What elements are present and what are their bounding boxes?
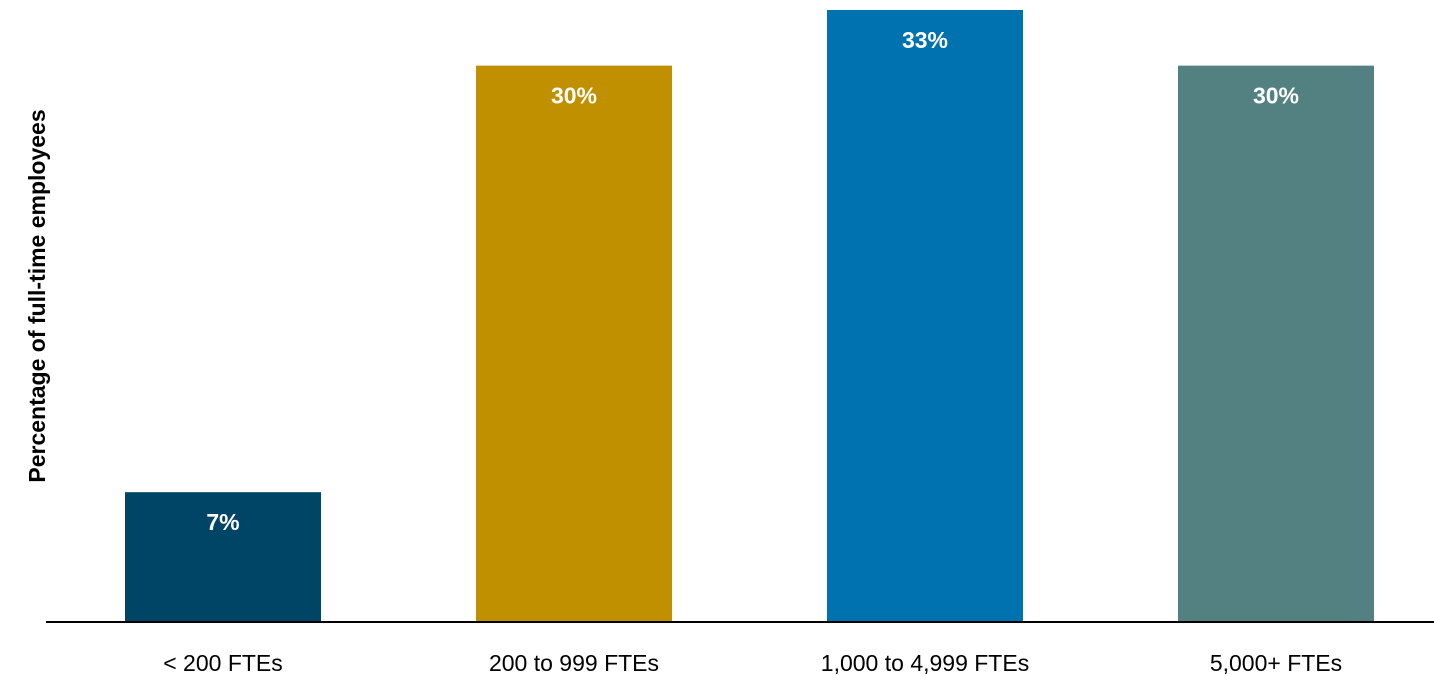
bar-1 bbox=[125, 492, 321, 622]
y-axis-label: Percentage of full-time employees bbox=[24, 109, 50, 482]
x-tick-label-1: < 200 FTEs bbox=[163, 650, 283, 675]
value-labels-group: 7% 30% 33% 30% bbox=[206, 27, 1299, 535]
x-tick-label-2: 200 to 999 FTEs bbox=[489, 650, 659, 675]
data-label-3: 33% bbox=[902, 27, 948, 53]
bar-3 bbox=[827, 10, 1023, 622]
data-label-2: 30% bbox=[551, 83, 597, 109]
data-label-1: 7% bbox=[206, 509, 239, 535]
bars-group bbox=[125, 10, 1374, 623]
x-tick-label-4: 5,000+ FTEs bbox=[1210, 650, 1342, 675]
x-tick-label-3: 1,000 to 4,999 FTEs bbox=[821, 650, 1029, 675]
data-label-4: 30% bbox=[1253, 83, 1299, 109]
x-tick-labels-group: < 200 FTEs 200 to 999 FTEs 1,000 to 4,999 … bbox=[163, 650, 1342, 675]
bar-2 bbox=[476, 65, 672, 623]
bar-4 bbox=[1178, 65, 1374, 623]
